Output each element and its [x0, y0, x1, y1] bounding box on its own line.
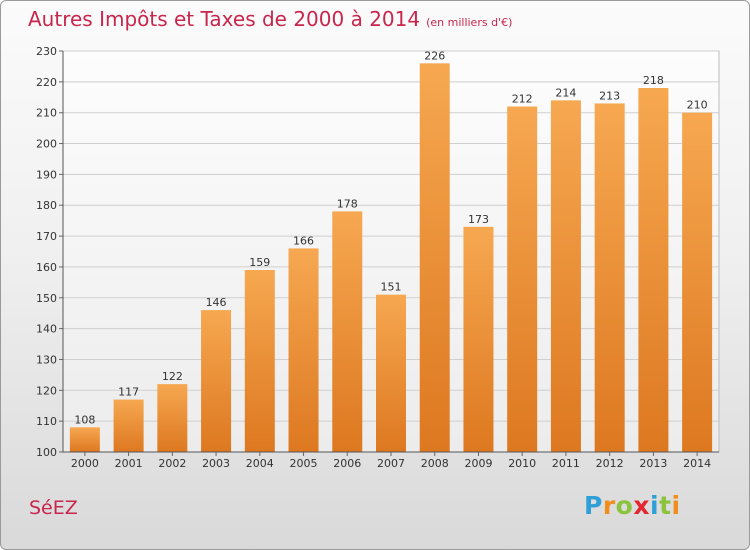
logo-letter: r: [602, 491, 616, 520]
place-name: SéEZ: [29, 497, 78, 519]
bar: [244, 270, 275, 452]
data-label: 226: [424, 49, 445, 62]
x-tick-label: 2005: [290, 457, 318, 470]
y-tick-label: 110: [36, 415, 57, 428]
data-label: 122: [162, 370, 183, 383]
y-tick-label: 140: [36, 323, 57, 336]
proxiti-logo: Proxiti: [584, 491, 681, 520]
data-label: 151: [381, 281, 402, 294]
logo-letter: t: [659, 491, 672, 520]
data-label: 178: [337, 197, 358, 210]
bar: [682, 112, 713, 452]
bar: [594, 103, 625, 452]
data-label: 214: [555, 86, 576, 99]
y-tick-label: 120: [36, 384, 57, 397]
x-tick-label: 2004: [246, 457, 274, 470]
bar: [201, 310, 232, 452]
logo-letter: o: [615, 491, 634, 520]
x-tick-label: 2000: [71, 457, 99, 470]
y-tick-label: 170: [36, 230, 57, 243]
bar: [157, 384, 188, 452]
bar: [113, 399, 144, 452]
logo-letter: i: [671, 491, 681, 520]
y-tick-label: 150: [36, 292, 57, 305]
x-tick-label: 2011: [552, 457, 580, 470]
logo-letter: x: [633, 491, 650, 520]
bar: [507, 106, 538, 453]
x-tick-label: 2001: [115, 457, 143, 470]
y-tick-label: 130: [36, 353, 57, 366]
bar: [69, 427, 100, 452]
x-tick-label: 2009: [464, 457, 492, 470]
data-label: 159: [249, 256, 270, 269]
data-label: 146: [206, 296, 227, 309]
data-label: 117: [118, 386, 139, 399]
logo-letter: P: [584, 491, 603, 520]
bar: [419, 63, 450, 452]
chart-title: Autres Impôts et Taxes de 2000 à 2014 (en…: [28, 7, 513, 31]
x-tick-label: 2006: [333, 457, 361, 470]
y-tick-label: 220: [36, 76, 57, 89]
y-tick-label: 100: [36, 446, 57, 459]
y-tick-label: 210: [36, 107, 57, 120]
x-tick-label: 2002: [158, 457, 186, 470]
x-tick-label: 2003: [202, 457, 230, 470]
data-label: 218: [643, 74, 664, 87]
data-label: 212: [512, 93, 533, 106]
bar: [332, 211, 363, 452]
bar: [463, 226, 494, 452]
y-tick-label: 160: [36, 261, 57, 274]
bar: [550, 100, 581, 452]
y-tick-label: 190: [36, 168, 57, 181]
x-tick-label: 2013: [639, 457, 667, 470]
data-label: 166: [293, 234, 314, 247]
chart-subtitle: (en milliers d'€): [426, 16, 513, 29]
data-label: 210: [687, 99, 708, 112]
data-label: 173: [468, 213, 489, 226]
x-tick-label: 2012: [596, 457, 624, 470]
bar: [638, 88, 669, 452]
x-tick-label: 2008: [421, 457, 449, 470]
data-label: 213: [599, 89, 620, 102]
x-tick-label: 2007: [377, 457, 405, 470]
data-label: 108: [74, 413, 95, 426]
y-tick-label: 200: [36, 138, 57, 151]
y-tick-label: 180: [36, 199, 57, 212]
x-tick-label: 2010: [508, 457, 536, 470]
x-tick-label: 2014: [683, 457, 711, 470]
bar: [288, 248, 319, 452]
bar: [376, 294, 406, 452]
logo-letter: i: [650, 491, 660, 520]
y-tick-label: 230: [36, 45, 57, 58]
